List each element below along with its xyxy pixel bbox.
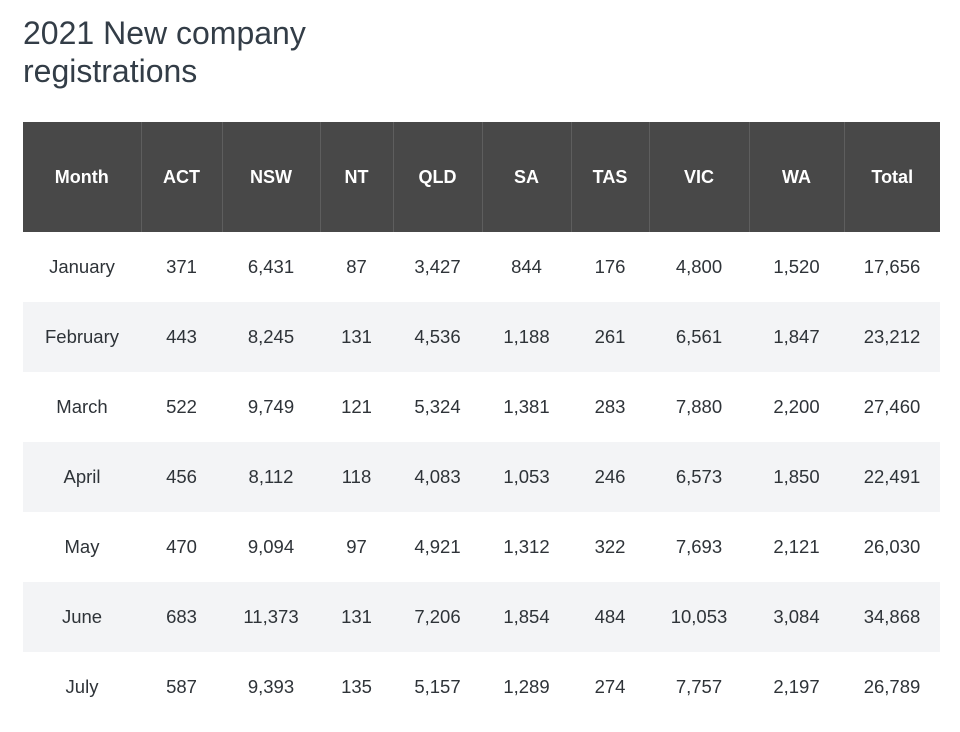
table-body: January 371 6,431 87 3,427 844 176 4,800 1,520 17… [23,232,940,722]
table-row: January 371 6,431 87 3,427 844 176 4,800 1,520 17… [23,232,940,302]
cell-nsw: 9,094 [247,536,295,557]
cell-wa: 1,847 [773,326,820,347]
column-header-nsw: NSW [222,122,321,232]
month-cell: February [44,326,120,347]
cell-tas: 283 [594,396,626,417]
cell-total: 23,212 [863,326,921,347]
cell-qld: 4,921 [414,536,461,557]
cell-wa: 2,197 [773,676,820,697]
cell-qld: 7,206 [414,606,461,627]
cell-sa: 1,289 [503,676,550,697]
cell-tas: 484 [594,606,626,627]
month-cell: January [49,256,115,277]
table-header-row: Month ACT NSW NT QLD SA TAS VIC WA Total [23,122,940,232]
cell-act: 456 [166,466,197,487]
cell-total: 22,491 [863,466,921,487]
cell-qld: 5,324 [414,396,461,417]
cell-total: 27,460 [863,396,921,417]
cell-vic: 10,053 [670,606,728,627]
registrations-table: Month ACT NSW NT QLD SA TAS VIC WA Total January 3… [23,122,940,722]
cell-act: 470 [166,536,197,557]
cell-nt: 131 [341,326,372,347]
registrations-table-container: Month ACT NSW NT QLD SA TAS VIC WA Total January 3… [23,122,940,722]
column-header-qld: QLD [393,122,483,232]
cell-wa: 1,520 [773,256,820,277]
cell-act: 587 [166,676,197,697]
cell-nsw: 9,749 [247,396,295,417]
cell-vic: 7,693 [675,536,723,557]
cell-vic: 7,757 [675,676,723,697]
column-header-act: ACT [141,122,223,232]
column-header-tas: TAS [571,122,650,232]
cell-vic: 7,880 [675,396,723,417]
cell-nt: 97 [346,536,367,557]
cell-vic: 4,800 [675,256,723,277]
table-row: June 683 11,373 131 7,206 1,854 484 10,053 3,084… [23,582,940,652]
cell-act: 683 [166,606,197,627]
column-header-sa: SA [482,122,572,232]
cell-sa: 1,381 [503,396,550,417]
cell-sa: 1,312 [503,536,550,557]
cell-nsw: 8,112 [248,466,294,487]
cell-qld: 3,427 [414,256,461,277]
cell-qld: 4,083 [414,466,461,487]
column-header-nt: NT [320,122,394,232]
cell-wa: 3,084 [773,606,820,627]
cell-sa: 1,188 [503,326,550,347]
table-row: July 587 9,393 135 5,157 1,289 274 7,757 2,197 26… [23,652,940,722]
column-header-wa: WA [749,122,845,232]
cell-nt: 135 [341,676,372,697]
cell-total: 26,030 [863,536,921,557]
cell-nsw: 9,393 [247,676,295,697]
month-cell: March [56,396,108,417]
cell-nsw: 6,431 [247,256,295,277]
cell-total: 34,868 [863,606,921,627]
cell-wa: 2,121 [773,536,820,557]
cell-vic: 6,561 [675,326,723,347]
cell-sa: 1,854 [503,606,550,627]
cell-nsw: 11,373 [243,606,299,627]
cell-tas: 261 [594,326,626,347]
month-cell: July [65,676,99,697]
table-row: April 456 8,112 118 4,083 1,053 246 6,573 1,850 2… [23,442,940,512]
cell-qld: 4,536 [414,326,461,347]
page-title: 2021 New company registrations [23,15,306,89]
cell-total: 17,656 [863,256,921,277]
cell-wa: 2,200 [773,396,820,417]
month-cell: June [61,606,103,627]
cell-act: 371 [166,256,197,277]
column-header-vic: VIC [649,122,750,232]
cell-tas: 274 [594,676,626,697]
cell-tas: 246 [594,466,626,487]
cell-sa: 844 [511,256,542,277]
cell-tas: 322 [594,536,626,557]
cell-qld: 5,157 [414,676,461,697]
cell-nt: 87 [346,256,367,277]
cell-nt: 121 [341,396,372,417]
table-row: March 522 9,749 121 5,324 1,381 283 7,880 2,200 2… [23,372,940,442]
cell-nt: 118 [341,466,372,487]
month-cell: May [64,536,100,557]
column-header-total: Total [871,166,914,187]
table-row: May 470 9,094 97 4,921 1,312 322 7,693 2,121 26,0… [23,512,940,582]
cell-nsw: 8,245 [247,326,295,347]
cell-tas: 176 [594,256,626,277]
cell-total: 26,789 [863,676,921,697]
month-cell: April [63,466,101,487]
cell-wa: 1,850 [773,466,820,487]
cell-act: 522 [166,396,197,417]
cell-vic: 6,573 [675,466,723,487]
column-header-month: Month [23,122,142,232]
table-row: February 443 8,245 131 4,536 1,188 261 6,561 1,8… [23,302,940,372]
cell-sa: 1,053 [503,466,550,487]
cell-act: 443 [166,326,197,347]
cell-nt: 131 [341,606,372,627]
